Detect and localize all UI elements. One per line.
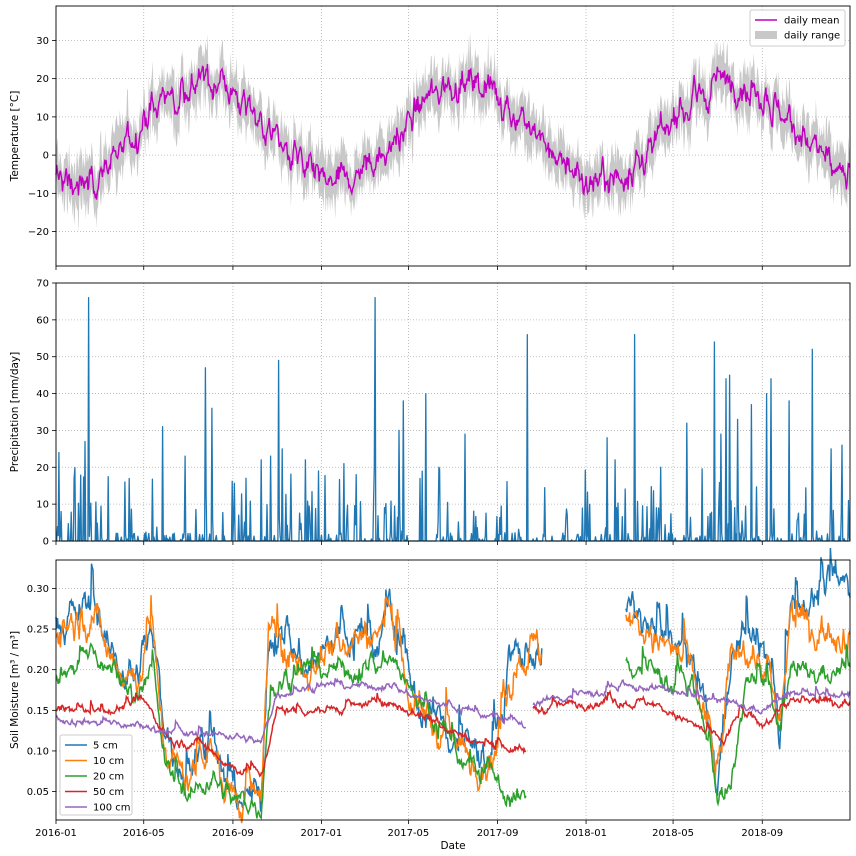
- axes-frame: [55, 5, 851, 267]
- y-tick-label: −20: [28, 227, 49, 238]
- y-tick-label: 0.15: [27, 706, 49, 717]
- daily-range-band: [56, 31, 850, 234]
- soil-moisture-line-2018-20cm: [625, 642, 851, 807]
- legend-label: 50 cm: [93, 787, 124, 798]
- y-tick-label: 10: [36, 500, 49, 511]
- y-axis-label: Temperature [°C]: [9, 91, 21, 183]
- legend-label: 5 cm: [93, 741, 118, 752]
- x-axis: [55, 266, 763, 270]
- y-tick-label: 0: [43, 537, 49, 548]
- y-axis-label: Soil Moisture [m³ / m³]: [9, 631, 21, 749]
- y-tick-label: 0.20: [27, 665, 49, 676]
- y-tick-label: 50: [36, 352, 49, 363]
- y-tick-label: 40: [36, 389, 49, 400]
- x-tick-label: 2018-01: [565, 828, 607, 839]
- y-axis: 0 10 20 30 40 50 60 70: [36, 279, 56, 548]
- soil-moisture-line-50cm: [56, 692, 527, 778]
- y-tick-label: 0.05: [27, 787, 49, 798]
- y-tick-label: 30: [36, 36, 49, 47]
- x-tick-label: 2017-01: [300, 828, 342, 839]
- x-tick-label: 2016-01: [35, 828, 77, 839]
- soil-moisture-line-2018-10cm: [625, 599, 851, 784]
- soil-moisture-line-2018-50cm: [532, 689, 851, 747]
- legend-label: 10 cm: [93, 756, 124, 767]
- y-tick-label: 70: [36, 279, 49, 290]
- y-tick-label: 0: [43, 151, 49, 162]
- legend-label-daily-range: daily range: [784, 31, 840, 42]
- legend-range-swatch: [755, 31, 777, 39]
- y-tick-label: 10: [36, 112, 49, 123]
- y-tick-label: 30: [36, 426, 49, 437]
- legend-label: 100 cm: [93, 803, 131, 814]
- legend-frame: [59, 734, 133, 816]
- x-axis-label: Date: [440, 840, 465, 852]
- axes-frame: [55, 559, 851, 821]
- daily-mean-line: [55, 63, 851, 200]
- x-axis: [55, 541, 763, 545]
- y-tick-label: 0.10: [27, 746, 49, 757]
- legend-label-daily-mean: daily mean: [784, 16, 840, 27]
- x-tick-label: 2018-09: [741, 828, 783, 839]
- soil-moisture-line-5cm: [55, 563, 543, 813]
- x-tick-label: 2016-09: [212, 828, 254, 839]
- x-tick-label: 2018-05: [652, 828, 694, 839]
- y-tick-label: −10: [28, 189, 49, 200]
- y-tick-label: 20: [36, 463, 49, 474]
- y-axis: −20 −10 0 10 20 30: [28, 36, 56, 238]
- precipitation-line: [56, 297, 851, 542]
- y-tick-label: 0.25: [27, 625, 49, 636]
- x-tick-label: 2016-05: [123, 828, 165, 839]
- legend: daily mean daily range: [749, 9, 846, 47]
- x-axis: 2016-01 2016-05 2016-09 2017-01 2017-05 2017-…: [35, 820, 783, 839]
- x-tick-label: 2017-09: [477, 828, 519, 839]
- soil-moisture-line-2018-100cm: [532, 679, 851, 715]
- y-axis-label: Precipitation [mm/day]: [9, 352, 21, 472]
- axes-frame: [55, 282, 851, 542]
- y-axis: 0.05 0.10 0.15 0.20 0.25 0.30: [27, 584, 56, 798]
- soil-moisture-line-100cm: [55, 677, 527, 745]
- legend: 5 cm 10 cm 20 cm 50 cm 100 cm: [59, 734, 133, 816]
- soil-moisture-line-10cm: [55, 594, 543, 824]
- y-tick-label: 20: [36, 74, 49, 85]
- y-tick-label: 0.30: [27, 584, 49, 595]
- y-tick-label: 60: [36, 315, 49, 326]
- x-tick-label: 2017-05: [388, 828, 430, 839]
- legend-label: 20 cm: [93, 772, 124, 783]
